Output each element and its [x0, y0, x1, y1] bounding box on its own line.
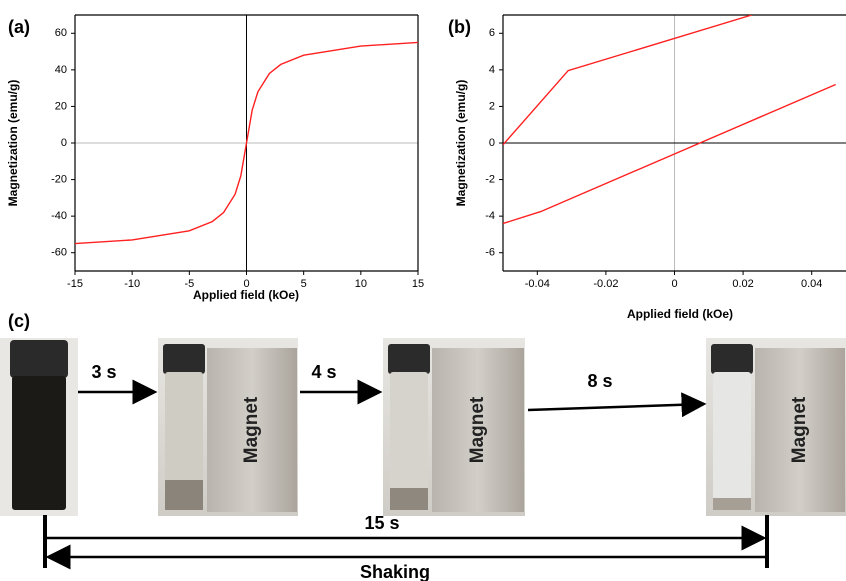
- arrows: [43, 379, 769, 570]
- x-tick-label: -15: [67, 278, 83, 290]
- step-time: 3 s: [91, 362, 116, 382]
- y-axis-label: Magnetization (emu/g): [454, 80, 468, 207]
- magnet-label: Magnet: [241, 396, 262, 463]
- x-axis-label: Applied field (kOe): [193, 288, 299, 302]
- x-tick-label: -10: [124, 278, 140, 290]
- y-tick-label: 4: [489, 64, 495, 76]
- data-line: [503, 83, 836, 225]
- action-label: Shaking: [360, 562, 430, 581]
- y-tick-label: 6: [489, 27, 495, 39]
- x-tick-label: 15: [412, 278, 424, 290]
- y-tick-label: 20: [55, 100, 67, 112]
- x-axis-label: Applied field (kOe): [627, 307, 733, 321]
- magnet-label: Magnet: [467, 396, 488, 463]
- y-tick-label: -4: [485, 210, 495, 222]
- panel-label: (b): [448, 17, 471, 37]
- x-tick-label: -0.02: [593, 278, 618, 290]
- y-tick-label: 0: [489, 137, 495, 149]
- x-tick-label: 5: [301, 278, 307, 290]
- y-tick-label: -60: [51, 247, 67, 259]
- x-tick-label: 0.02: [732, 278, 753, 290]
- x-tick-label: -5: [184, 278, 194, 290]
- x-tick-label: 10: [355, 278, 367, 290]
- y-tick-label: -6: [485, 247, 495, 259]
- y-tick-label: -2: [485, 173, 495, 185]
- y-tick-label: 60: [55, 27, 67, 39]
- y-tick-label: 2: [489, 100, 495, 112]
- total-time: 15 s: [364, 513, 399, 533]
- data-line: [74, 41, 419, 245]
- x-tick-label: 0: [671, 278, 677, 290]
- y-tick-label: -40: [51, 210, 67, 222]
- magnet-label: Magnet: [789, 396, 810, 463]
- y-axis-label: Magnetization (emu/g): [6, 80, 20, 207]
- panel-label: (a): [8, 17, 30, 37]
- y-tick-label: 0: [61, 137, 67, 149]
- panel-label: (c): [8, 311, 30, 331]
- photos: [0, 338, 846, 516]
- step-time: 4 s: [311, 362, 336, 382]
- y-tick-label: 40: [55, 64, 67, 76]
- y-tick-label: -20: [51, 173, 67, 185]
- x-tick-label: 0.04: [801, 278, 822, 290]
- data-line: [503, 15, 752, 146]
- step-time: 8 s: [587, 371, 612, 391]
- x-tick-label: -0.04: [525, 278, 550, 290]
- x-tick-label: 0: [243, 278, 249, 290]
